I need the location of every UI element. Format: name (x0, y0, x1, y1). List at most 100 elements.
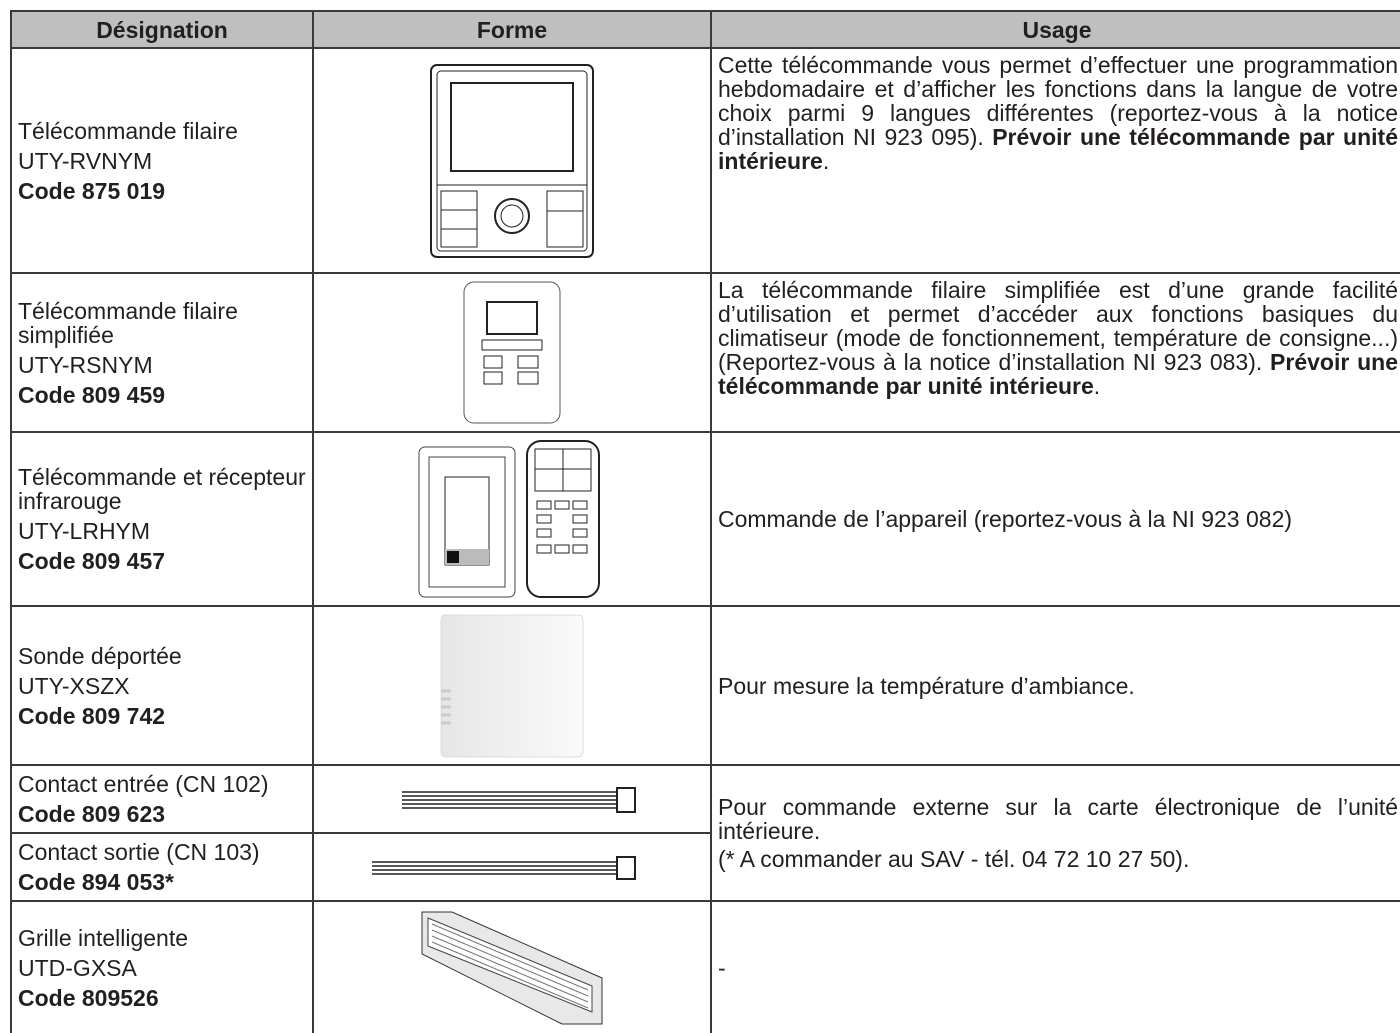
designation-line: Contact entrée (CN 102) (18, 771, 269, 797)
designation-line: Sonde déportée (18, 642, 182, 669)
designation-line: UTY-LRHYM (18, 518, 151, 544)
form-cell (312, 900, 712, 1033)
usage-emphasis: Prévoir une télécommande par unité intér… (718, 124, 1398, 174)
usage-cell: Pour mesure la température d’ambiance. (710, 605, 1400, 766)
illustration-part (440, 190, 478, 247)
usage-emphasis: Prévoir une télécommande par unité intér… (718, 349, 1398, 399)
illustration-part (450, 81, 574, 172)
illustration-part (486, 301, 538, 335)
illustration-part (431, 923, 589, 1008)
designation-line: UTY-RSNYM (18, 351, 153, 378)
illustration-part (431, 929, 589, 996)
designation-cell: Sonde déportée UTY-XSZX Code 809 742 (10, 605, 314, 766)
usage-paragraph: Cette télécommande vous permet d’effectu… (718, 53, 1398, 173)
illustration-part (431, 941, 589, 1008)
designation-line: UTD-GXSA (18, 954, 137, 981)
illustration-part (402, 791, 617, 809)
designation-line: Télécommande et récepteur infrarouge (18, 464, 306, 514)
designation-line: Télécommande filaire (18, 117, 238, 144)
illustration-part (572, 528, 588, 538)
header-row: Désignation Forme Usage (10, 10, 1400, 49)
usage-text: Pour commande externe sur la carte élect… (718, 794, 1398, 844)
table: Désignation Forme Usage Télécommande fil… (10, 10, 1400, 1033)
form-cell (312, 431, 712, 607)
product-illustration (418, 440, 600, 598)
usage-cell: Commande de l’appareil (reportez-vous à … (710, 431, 1400, 607)
table-row: Sonde déportée UTY-XSZX Code 809 742 Pour m… (10, 605, 1400, 766)
form-cell (312, 764, 712, 834)
illustration-part (572, 514, 588, 524)
designation-cell: Télécommande et récepteur infrarouge UTY-… (10, 431, 314, 607)
product-illustration (440, 614, 584, 757)
header-cell: Désignation (10, 10, 314, 49)
usage-paragraph: - (718, 956, 1398, 980)
illustration-part (447, 551, 459, 563)
table-row: Télécommande filaire UTY-RVNYM Code 875 01… (10, 47, 1400, 274)
illustration-part (431, 923, 589, 990)
usage-text: La télécommande filaire simplifiée est d… (718, 277, 1398, 375)
usage-cell: - (710, 900, 1400, 1033)
table-row: Grille intelligente UTD-GXSA Code 809526 - (10, 900, 1400, 1033)
illustration-part (554, 500, 570, 510)
illustration-part (572, 500, 588, 510)
designation-cell: Télécommande filaire UTY-RVNYM Code 875 01… (10, 47, 314, 274)
header-cell: Usage (710, 10, 1400, 49)
designation-line: UTY-XSZX (18, 672, 130, 699)
illustration-part (536, 528, 552, 538)
usage-cell: La télécommande filaire simplifiée est d… (710, 272, 1400, 433)
code: Code 875 019 (18, 177, 166, 204)
illustration-part (431, 935, 589, 1002)
table-body: Télécommande filaire UTY-RVNYM Code 875 01… (10, 47, 1400, 1033)
code: Code 809 457 (18, 548, 166, 574)
code: Code 894 053* (18, 869, 174, 895)
table-row: Télécommande filaire simplifiée UTY-RSNYM… (10, 272, 1400, 433)
designation-line: Contact sortie (CN 103) (18, 839, 260, 865)
illustration-part (427, 916, 593, 1013)
usage-paragraph: Pour commande externe sur la carte élect… (718, 795, 1398, 843)
form-cell (312, 47, 712, 274)
designation-cell: Contact entrée (CN 102) Code 809 623 (10, 764, 314, 834)
usage-text: Cette télécommande vous permet d’effectu… (718, 52, 1398, 150)
code: Code 809526 (18, 984, 159, 1011)
designation-line: UTY-RVNYM (18, 147, 153, 174)
usage-text: . (822, 148, 830, 174)
product-illustration (463, 281, 561, 424)
illustration-part (481, 339, 543, 351)
usage-text: Pour mesure la température d’ambiance. (718, 672, 1135, 699)
code: Code 809 623 (18, 801, 166, 827)
table-row: Contact entrée (CN 102) Code 809 623 Pour … (10, 764, 1400, 902)
illustration-part (483, 371, 503, 385)
illustration-part (494, 197, 530, 234)
form-cell (312, 272, 712, 433)
code: Code 809 459 (18, 381, 166, 408)
illustration-part (517, 371, 539, 385)
illustration-part (372, 861, 617, 875)
header-cell: Forme (312, 10, 712, 49)
usage-text: . (1093, 373, 1101, 399)
illustration-part (536, 544, 552, 554)
product-illustration (430, 63, 594, 258)
illustration-part (536, 500, 552, 510)
table-row: Contact sortie (CN 103) Code 894 053* (10, 832, 1400, 902)
illustration-part (536, 514, 552, 524)
form-cell (312, 832, 712, 902)
usage-cell: Pour commande externe sur la carte élect… (710, 764, 1400, 902)
illustration-part (616, 856, 636, 880)
usage-paragraph: La télécommande filaire simplifiée est d… (718, 278, 1398, 398)
designation-line: Télécommande filaire simplifiée (18, 297, 238, 348)
illustration-part (441, 689, 451, 724)
form-cell (312, 605, 712, 766)
usage-text: - (718, 954, 726, 981)
table-row: Télécommande et récepteur infrarouge UTY-… (10, 431, 1400, 607)
usage-paragraph: (* A commander au SAV - tél. 04 72 10 27… (718, 847, 1398, 871)
designation-cell: Contact sortie (CN 103) Code 894 053* (10, 832, 314, 902)
designation-cell: Grille intelligente UTD-GXSA Code 809526 (10, 900, 314, 1033)
illustration-part (616, 787, 636, 813)
illustration-part (546, 190, 584, 247)
usage-paragraph: Commande de l’appareil (reportez-vous à … (718, 507, 1398, 531)
usage-paragraph: Pour mesure la température d’ambiance. (718, 674, 1398, 698)
usage-cell: Cette télécommande vous permet d’effectu… (710, 47, 1400, 274)
illustration-part (483, 355, 503, 369)
